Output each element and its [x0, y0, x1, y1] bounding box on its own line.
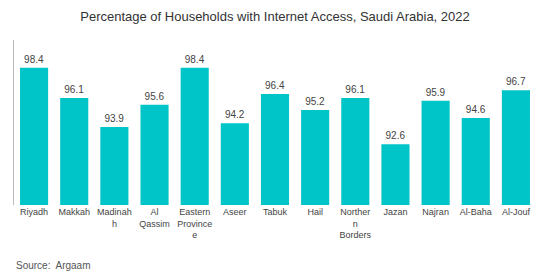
svg-text:Jazan: Jazan: [383, 207, 407, 217]
svg-text:Tabuk: Tabuk: [263, 207, 288, 217]
svg-text:Hail: Hail: [307, 207, 323, 217]
svg-text:EasternProvincee: EasternProvincee: [177, 207, 212, 240]
svg-text:96.4: 96.4: [265, 80, 285, 91]
svg-text:92.6: 92.6: [386, 130, 406, 141]
svg-text:96.1: 96.1: [64, 84, 84, 95]
svg-text:Al-Baha: Al-Baha: [460, 207, 492, 217]
svg-text:96.1: 96.1: [345, 84, 365, 95]
svg-text:98.4: 98.4: [24, 54, 44, 65]
svg-text:98.4: 98.4: [185, 54, 205, 65]
svg-text:Riyadh: Riyadh: [20, 207, 48, 217]
svg-text:93.9: 93.9: [104, 113, 124, 124]
svg-text:AlQassim: AlQassim: [139, 207, 170, 229]
svg-text:95.2: 95.2: [305, 96, 325, 107]
svg-text:94.2: 94.2: [225, 109, 245, 120]
svg-text:Najran: Najran: [422, 207, 449, 217]
svg-text:Al-Jouf: Al-Jouf: [502, 207, 531, 217]
svg-text:Madinahh: Madinahh: [97, 207, 132, 229]
svg-text:Percentage of Households with: Percentage of Households with Internet A…: [80, 9, 470, 24]
svg-text:95.9: 95.9: [426, 87, 446, 98]
svg-text:96.7: 96.7: [506, 76, 526, 87]
svg-text:94.6: 94.6: [466, 104, 486, 115]
svg-text:NorthernBorders: NorthernBorders: [340, 207, 372, 240]
svg-text:95.6: 95.6: [145, 91, 165, 102]
svg-text:Makkah: Makkah: [58, 207, 90, 217]
svg-text:Source: Argaam: Source: Argaam: [16, 260, 90, 271]
svg-text:Aseer: Aseer: [223, 207, 247, 217]
